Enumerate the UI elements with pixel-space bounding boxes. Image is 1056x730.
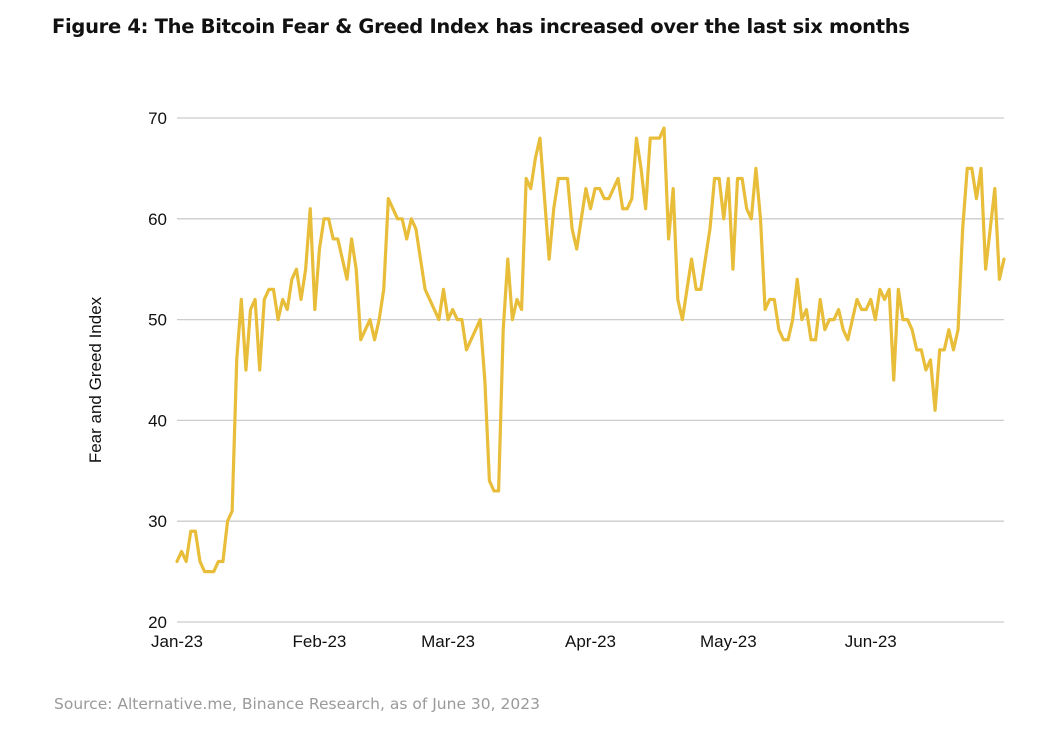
y-axis-ticks: 20 30 40 50 60 70 xyxy=(148,109,167,632)
x-tick-label: Mar-23 xyxy=(421,632,475,651)
y-tick-label: 20 xyxy=(148,613,167,632)
gridlines xyxy=(177,117,1004,623)
y-tick-label: 60 xyxy=(148,210,167,229)
x-tick-label: Feb-23 xyxy=(292,632,346,651)
x-tick-label: Jun-23 xyxy=(845,632,897,651)
y-tick-label: 40 xyxy=(148,411,167,430)
x-axis-ticks: Jan-23 Feb-23 Mar-23 Apr-23 May-23 Jun-23 xyxy=(151,632,897,651)
y-tick-label: 30 xyxy=(148,512,167,531)
x-tick-label: Jan-23 xyxy=(151,632,203,651)
y-tick-label: 70 xyxy=(148,109,167,128)
series-line-fear-greed xyxy=(175,126,1006,574)
source-note: Source: Alternative.me, Binance Research… xyxy=(54,695,540,713)
figure-title: Figure 4: The Bitcoin Fear & Greed Index… xyxy=(52,15,910,38)
y-axis-label: Fear and Greed Index xyxy=(86,296,105,463)
y-tick-label: 50 xyxy=(148,311,167,330)
x-tick-label: Apr-23 xyxy=(565,632,616,651)
x-tick-label: May-23 xyxy=(700,632,757,651)
